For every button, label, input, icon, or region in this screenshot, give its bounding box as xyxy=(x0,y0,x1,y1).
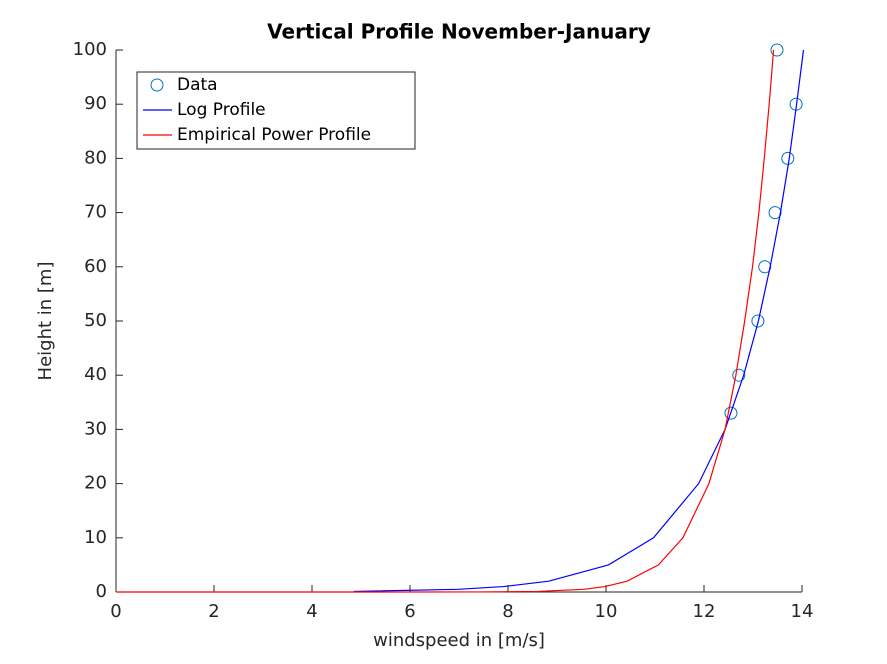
series-line xyxy=(116,49,775,593)
data-point xyxy=(724,406,738,420)
data-point xyxy=(732,368,746,382)
y-tick-label: 0 xyxy=(96,581,107,602)
x-tick-label: 4 xyxy=(306,601,317,622)
legend-label: Data xyxy=(177,75,218,95)
x-tick-label: 10 xyxy=(595,601,618,622)
y-axis-label: Height in [m] xyxy=(35,262,56,381)
legend-label: Empirical Power Profile xyxy=(177,125,371,145)
y-tick-label: 30 xyxy=(84,418,107,439)
x-axis-label: windspeed in [m/s] xyxy=(373,630,545,651)
y-tick-label: 70 xyxy=(84,202,107,223)
data-point xyxy=(751,314,765,328)
x-tick-label: 14 xyxy=(791,601,814,622)
chart-title: Vertical Profile November-January xyxy=(267,20,651,44)
y-tick-label: 10 xyxy=(84,527,107,548)
legend-box xyxy=(136,71,416,150)
y-tick-label: 60 xyxy=(84,256,107,277)
legend-label: Log Profile xyxy=(177,100,266,120)
x-tick-label: 8 xyxy=(502,601,513,622)
legend-symbol xyxy=(150,78,164,92)
y-tick-label: 90 xyxy=(84,93,107,114)
legend: Data Log Profile Empirical Power Profile xyxy=(136,71,416,150)
x-tick-label: 12 xyxy=(693,601,716,622)
y-tick-label: 100 xyxy=(73,39,107,60)
x-tick-label: 2 xyxy=(208,601,219,622)
data-point xyxy=(770,43,784,57)
x-tick-label: 6 xyxy=(404,601,415,622)
data-point xyxy=(768,206,782,220)
y-tick-label: 50 xyxy=(84,310,107,331)
y-tick-label: 20 xyxy=(84,473,107,494)
y-tick-label: 80 xyxy=(84,147,107,168)
y-tick-label: 40 xyxy=(84,364,107,385)
x-tick-label: 0 xyxy=(110,601,121,622)
